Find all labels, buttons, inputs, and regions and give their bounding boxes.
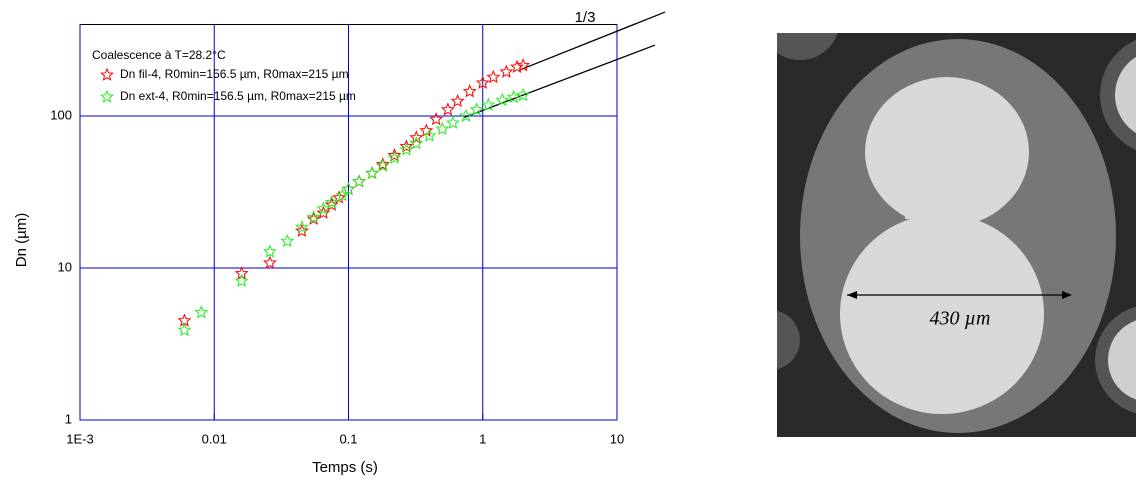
photo-label: 430 µm — [930, 308, 991, 330]
star-marker — [399, 142, 414, 156]
star-marker — [375, 158, 390, 172]
star-marker — [316, 205, 331, 219]
legend-label: Dn fil-4, R0min=156.5 µm, R0max=215 µm — [120, 67, 349, 81]
star-marker — [387, 148, 402, 162]
star-marker — [429, 112, 444, 126]
legend-marker — [100, 67, 114, 81]
y-tick-label: 10 — [58, 259, 72, 274]
star-marker — [409, 130, 424, 144]
star-marker — [365, 165, 380, 180]
star-marker — [459, 108, 473, 122]
star-marker — [375, 157, 390, 171]
legend-title: Coalescence à T=28.2°C — [92, 48, 226, 62]
star-marker — [295, 220, 309, 234]
photo — [777, 33, 1136, 437]
star-marker — [422, 128, 437, 142]
star-marker — [450, 93, 465, 108]
star-marker — [234, 273, 249, 288]
x-axis-label: Temps (s) — [312, 459, 378, 476]
star-marker — [352, 174, 367, 188]
x-tick-label: 0.1 — [339, 431, 357, 446]
star-marker — [486, 69, 501, 84]
star-marker — [341, 181, 356, 196]
star-marker — [510, 59, 524, 73]
star-marker — [194, 305, 209, 319]
star-marker — [177, 322, 192, 337]
star-marker — [263, 244, 277, 258]
star-marker — [316, 201, 331, 215]
star-marker — [516, 87, 531, 102]
star-marker — [234, 266, 249, 280]
legend-label: Dn ext-4, R0min=156.5 µm, R0max=215 µm — [120, 89, 356, 103]
star-marker — [469, 102, 484, 116]
star-marker — [280, 233, 295, 248]
x-tick-label: 10 — [610, 431, 624, 446]
star-marker — [324, 197, 339, 211]
y-axis-label: Dn (µm) — [13, 213, 30, 267]
star-marker — [506, 89, 521, 104]
star-marker — [446, 115, 460, 129]
star-marker — [440, 102, 455, 116]
legend-marker — [100, 89, 114, 103]
star-marker — [462, 84, 477, 98]
fit-line — [464, 44, 656, 118]
star-marker — [495, 92, 510, 107]
x-tick-label: 1 — [479, 431, 486, 446]
star-marker — [499, 64, 514, 78]
star-marker — [516, 58, 531, 72]
y-tick-label: 1 — [65, 411, 72, 426]
star-marker — [387, 150, 402, 164]
y-tick-label: 100 — [50, 107, 72, 122]
star-marker — [335, 188, 350, 202]
star-marker — [263, 255, 277, 269]
fit-line — [519, 11, 666, 71]
star-marker — [435, 121, 450, 136]
star-marker — [295, 223, 309, 237]
star-marker — [324, 195, 339, 209]
star-marker — [409, 136, 424, 150]
x-tick-label: 0.01 — [202, 431, 227, 446]
slope-annotation: 1/3 — [575, 9, 596, 26]
star-marker — [306, 210, 321, 224]
x-tick-label: 1E-3 — [66, 431, 93, 446]
star-marker — [475, 75, 490, 89]
star-marker — [481, 97, 496, 111]
star-marker — [399, 139, 414, 153]
